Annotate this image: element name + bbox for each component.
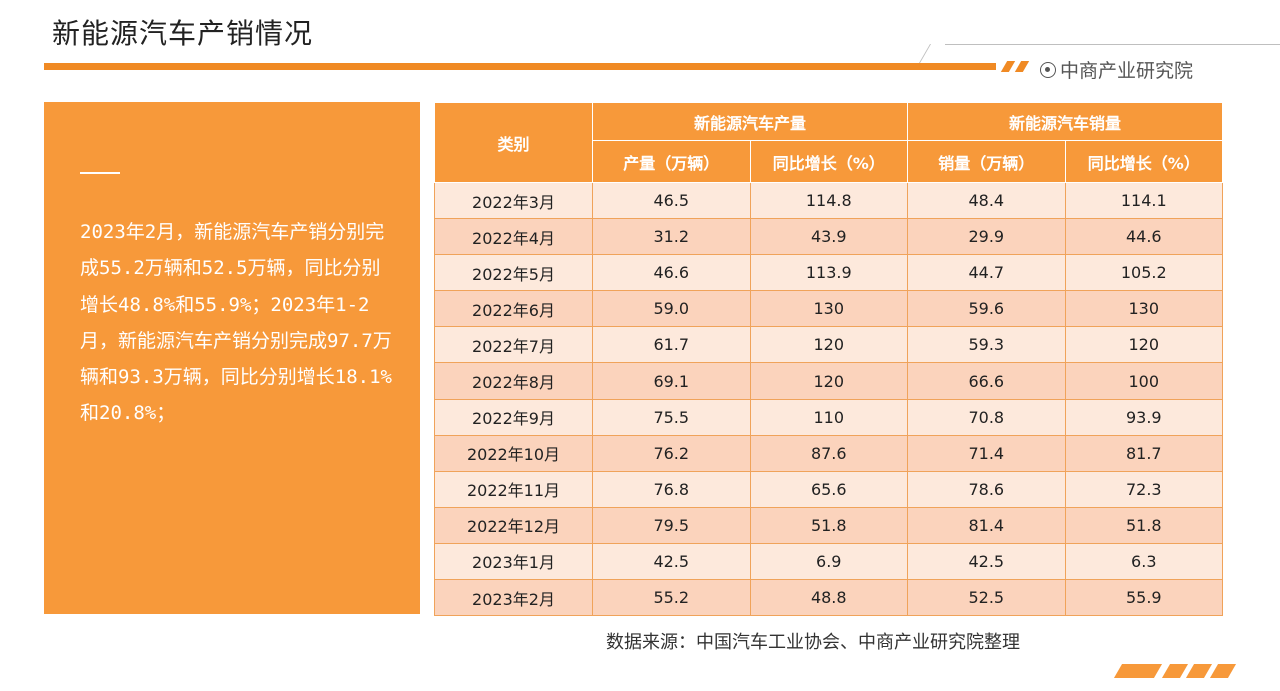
footer-stripe (1113, 664, 1163, 678)
table-row: 2022年5月 46.6 113.9 44.7 105.2 (434, 254, 1224, 292)
table-row: 2022年7月 61.7 120 59.3 120 (434, 326, 1224, 364)
cell-sales: 71.4 (907, 434, 1066, 472)
cell-sales-yoy: 105.2 (1064, 254, 1224, 292)
cell-production: 55.2 (592, 579, 751, 617)
cell-production-yoy: 120 (749, 362, 909, 400)
cell-production: 69.1 (592, 362, 751, 400)
table-row: 2022年6月 59.0 130 59.6 130 (434, 290, 1224, 328)
cell-month: 2022年7月 (434, 326, 593, 364)
cell-month: 2023年2月 (434, 579, 593, 617)
cell-production: 76.2 (592, 434, 751, 472)
footer-stripes-decoration (1113, 664, 1248, 678)
cell-sales-yoy: 44.6 (1064, 218, 1224, 256)
cell-production: 76.8 (592, 470, 751, 508)
cell-sales: 78.6 (907, 470, 1066, 508)
cell-sales: 42.5 (907, 542, 1066, 581)
header-category: 类别 (434, 102, 593, 183)
title-stripes-decoration (1000, 61, 1032, 72)
cell-production: 79.5 (592, 506, 751, 544)
cell-sales-yoy: 72.3 (1064, 470, 1224, 508)
footer-stripe (1209, 664, 1237, 678)
footer-stripe (1185, 664, 1213, 678)
brand: 中商产业研究院 (1040, 56, 1193, 83)
cell-production-yoy: 113.9 (749, 254, 909, 292)
cell-sales: 66.6 (907, 362, 1066, 400)
cell-production-yoy: 114.8 (749, 181, 909, 220)
cell-production: 31.2 (592, 218, 751, 256)
cell-sales-yoy: 6.3 (1064, 542, 1224, 581)
cell-month: 2022年10月 (434, 434, 593, 472)
summary-dash (80, 172, 120, 174)
cell-sales-yoy: 120 (1064, 326, 1224, 364)
cell-sales-yoy: 130 (1064, 290, 1224, 328)
footer-stripe (1161, 664, 1189, 678)
cell-sales: 29.9 (907, 218, 1066, 256)
cell-month: 2022年11月 (434, 470, 593, 508)
brand-name: 中商产业研究院 (1060, 60, 1194, 82)
summary-panel: 2023年2月，新能源汽车产销分别完成55.2万辆和52.5万辆，同比分别增长4… (44, 102, 420, 614)
cell-production: 42.5 (592, 542, 751, 581)
cell-production-yoy: 130 (749, 290, 909, 328)
cell-month: 2022年5月 (434, 254, 593, 292)
cell-month: 2022年9月 (434, 398, 593, 436)
cell-sales: 52.5 (907, 579, 1066, 617)
cell-sales: 59.3 (907, 326, 1066, 364)
header-divider (945, 44, 1280, 45)
header-sales-yoy: 同比增长（%） (1064, 140, 1224, 183)
cell-month: 2022年12月 (434, 506, 593, 544)
cell-production-yoy: 6.9 (749, 542, 909, 581)
cell-month: 2022年4月 (434, 218, 593, 256)
cell-sales: 59.6 (907, 290, 1066, 328)
cell-production: 46.6 (592, 254, 751, 292)
cell-production: 59.0 (592, 290, 751, 328)
cell-production: 46.5 (592, 181, 751, 220)
cell-month: 2022年3月 (434, 181, 593, 220)
cell-sales: 44.7 (907, 254, 1066, 292)
cell-production-yoy: 65.6 (749, 470, 909, 508)
cell-sales: 48.4 (907, 181, 1066, 220)
table-row: 2022年4月 31.2 43.9 29.9 44.6 (434, 218, 1224, 256)
header-production-yoy: 同比增长（%） (749, 140, 909, 183)
table-row: 2022年12月 79.5 51.8 81.4 51.8 (434, 506, 1224, 544)
cell-sales: 70.8 (907, 398, 1066, 436)
page-title: 新能源汽车产销情况 (52, 17, 314, 50)
table-row: 2022年8月 69.1 120 66.6 100 (434, 362, 1224, 400)
cell-production-yoy: 51.8 (749, 506, 909, 544)
cell-production-yoy: 87.6 (749, 434, 909, 472)
cell-production: 75.5 (592, 398, 751, 436)
table-row: 2023年1月 42.5 6.9 42.5 6.3 (434, 542, 1224, 581)
table-row: 2022年11月 76.8 65.6 78.6 72.3 (434, 470, 1224, 508)
cell-sales: 81.4 (907, 506, 1066, 544)
cell-month: 2022年8月 (434, 362, 593, 400)
cell-production-yoy: 110 (749, 398, 909, 436)
header-sales: 销量（万辆） (907, 140, 1066, 183)
cell-sales-yoy: 114.1 (1064, 181, 1224, 220)
cell-sales-yoy: 81.7 (1064, 434, 1224, 472)
brand-logo-icon (1040, 61, 1056, 78)
table-row: 2022年3月 46.5 114.8 48.4 114.1 (434, 181, 1224, 220)
cell-production-yoy: 48.8 (749, 579, 909, 617)
cell-sales-yoy: 100 (1064, 362, 1224, 400)
header-production: 产量（万辆） (592, 140, 751, 183)
cell-month: 2022年6月 (434, 290, 593, 328)
source-note: 数据来源：中国汽车工业协会、中商产业研究院整理 (606, 632, 1020, 653)
header-sales-group: 新能源汽车销量 (907, 102, 1224, 141)
header-production-group: 新能源汽车产量 (591, 102, 909, 141)
cell-production: 61.7 (592, 326, 751, 364)
table-row: 2022年10月 76.2 87.6 71.4 81.7 (434, 434, 1224, 472)
table-row: 2023年2月 55.2 48.8 52.5 55.9 (434, 579, 1224, 617)
table-row: 2022年9月 75.5 110 70.8 93.9 (434, 398, 1224, 436)
title-accent-bar (44, 63, 996, 70)
table-body: 2022年3月 46.5 114.8 48.4 114.1 2022年4月 31.2 43.9… (434, 181, 1224, 617)
cell-sales-yoy: 51.8 (1064, 506, 1224, 544)
cell-month: 2023年1月 (434, 542, 593, 581)
cell-sales-yoy: 93.9 (1064, 398, 1224, 436)
cell-production-yoy: 43.9 (749, 218, 909, 256)
production-sales-table: 类别 新能源汽车产量 新能源汽车销量 产量（万辆） 同比增长（%） 销量（万辆）… (434, 102, 1224, 617)
cell-production-yoy: 120 (749, 326, 909, 364)
summary-text: 2023年2月，新能源汽车产销分别完成55.2万辆和52.5万辆，同比分别增长4… (80, 221, 392, 425)
cell-sales-yoy: 55.9 (1064, 579, 1224, 617)
